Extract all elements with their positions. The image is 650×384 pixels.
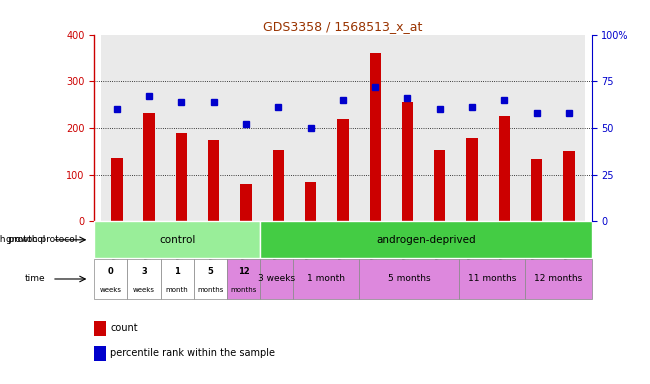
Bar: [359, 35, 391, 221]
Title: GDS3358 / 1568513_x_at: GDS3358 / 1568513_x_at: [263, 20, 422, 33]
Bar: [391, 35, 424, 221]
Bar: [359, 259, 459, 299]
Bar: [531, 159, 542, 221]
Text: growth protocol: growth protocol: [6, 235, 78, 244]
Text: time: time: [25, 275, 46, 283]
Bar: [499, 116, 510, 221]
Bar: [262, 35, 294, 221]
Text: 5 months: 5 months: [388, 275, 430, 283]
Bar: [111, 158, 122, 221]
Text: count: count: [111, 323, 138, 333]
Bar: [293, 259, 359, 299]
Text: months: months: [230, 288, 257, 293]
Text: growth protocol: growth protocol: [0, 235, 46, 244]
Bar: [260, 221, 592, 258]
Bar: [240, 184, 252, 221]
Bar: [459, 259, 525, 299]
Bar: [456, 35, 488, 221]
Bar: [521, 35, 552, 221]
Text: 3: 3: [141, 267, 147, 276]
Bar: [272, 150, 284, 221]
Text: 1 month: 1 month: [307, 275, 345, 283]
Bar: [176, 132, 187, 221]
Bar: [424, 35, 456, 221]
Bar: [369, 53, 381, 221]
Bar: [230, 35, 262, 221]
Bar: [402, 102, 413, 221]
Text: 11 months: 11 months: [468, 275, 516, 283]
Text: percentile rank within the sample: percentile rank within the sample: [111, 348, 276, 358]
Text: 1: 1: [174, 267, 180, 276]
Bar: [94, 259, 127, 299]
Bar: [488, 35, 521, 221]
Bar: [133, 35, 165, 221]
Text: control: control: [159, 235, 195, 245]
Bar: [144, 113, 155, 221]
Bar: [525, 259, 592, 299]
Bar: [161, 259, 194, 299]
Bar: [198, 35, 230, 221]
Bar: [552, 35, 585, 221]
Text: weeks: weeks: [100, 288, 122, 293]
Bar: [208, 139, 219, 221]
Text: months: months: [197, 288, 224, 293]
Bar: [294, 35, 327, 221]
Text: androgen-deprived: androgen-deprived: [376, 235, 476, 245]
Text: 0: 0: [108, 267, 114, 276]
Bar: [165, 35, 198, 221]
Bar: [94, 221, 260, 258]
Bar: [305, 182, 317, 221]
Text: 12: 12: [237, 267, 250, 276]
Text: weeks: weeks: [133, 288, 155, 293]
Text: 12 months: 12 months: [534, 275, 582, 283]
Text: 5: 5: [207, 267, 213, 276]
Bar: [260, 259, 293, 299]
Bar: [337, 119, 348, 221]
Bar: [564, 151, 575, 221]
Bar: [101, 35, 133, 221]
Bar: [327, 35, 359, 221]
Text: month: month: [166, 288, 188, 293]
Bar: [434, 150, 445, 221]
Bar: [194, 259, 227, 299]
Bar: [227, 259, 260, 299]
Text: 3 weeks: 3 weeks: [258, 275, 295, 283]
Bar: [127, 259, 161, 299]
Bar: [467, 138, 478, 221]
